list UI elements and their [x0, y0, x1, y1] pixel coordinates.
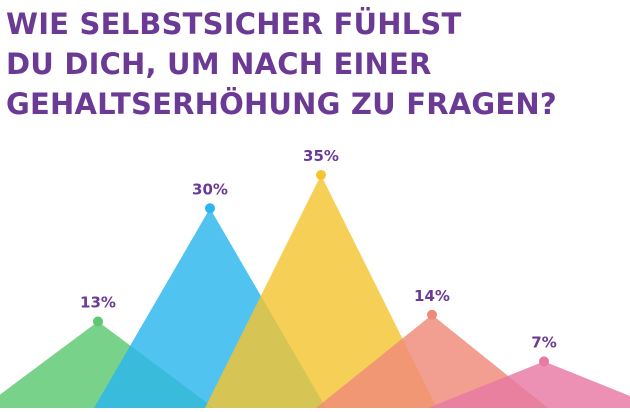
peak-dot-5 [539, 356, 549, 367]
peak-triangle-3 [205, 175, 437, 408]
value-label-3: 35% [303, 147, 339, 165]
value-label-4: 14% [414, 287, 450, 305]
value-label-2: 30% [192, 180, 228, 198]
title-line-3: GEHALTSERHÖHUNG ZU FRAGEN? [6, 87, 557, 121]
peak-dot-2 [205, 203, 215, 214]
peak-dot-3 [316, 170, 326, 180]
title-line-2: DU DICH, UM NACH EINER [6, 47, 432, 81]
value-label-5: 7% [531, 333, 556, 351]
peak-triangle-5 [428, 361, 630, 408]
peak-dot-4 [427, 309, 437, 320]
value-label-1: 13% [80, 293, 116, 311]
chart-title: WIE SELBSTSICHER FÜHLST DU DICH, UM NACH… [6, 4, 626, 124]
title-line-1: WIE SELBSTSICHER FÜHLST [6, 7, 462, 41]
peak-dot-1 [93, 316, 103, 327]
